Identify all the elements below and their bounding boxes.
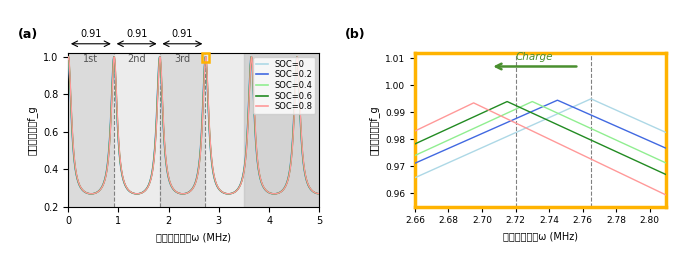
Bar bbox=[160, 53, 205, 207]
Text: 2nd: 2nd bbox=[127, 54, 146, 64]
Text: (a): (a) bbox=[18, 28, 38, 41]
Bar bbox=[202, 53, 209, 62]
X-axis label: 输入波频率，ω (MHz): 输入波频率，ω (MHz) bbox=[503, 231, 578, 241]
Y-axis label: 层间透射率，f_g: 层间透射率，f_g bbox=[369, 105, 379, 155]
Text: 3rd: 3rd bbox=[174, 54, 190, 64]
Bar bbox=[205, 53, 244, 207]
Y-axis label: 层间透射率，f_g: 层间透射率，f_g bbox=[27, 105, 37, 155]
Legend: SOC=0, SOC=0.2, SOC=0.4, SOC=0.6, SOC=0.8: SOC=0, SOC=0.2, SOC=0.4, SOC=0.6, SOC=0.… bbox=[253, 57, 316, 114]
Bar bbox=[114, 53, 160, 207]
Text: (b): (b) bbox=[345, 28, 365, 41]
X-axis label: 输入波频率，ω (MHz): 输入波频率，ω (MHz) bbox=[156, 232, 231, 242]
Text: 0.91: 0.91 bbox=[80, 29, 101, 39]
Text: 1st: 1st bbox=[84, 54, 99, 64]
Text: 0.91: 0.91 bbox=[172, 29, 193, 39]
Bar bbox=[244, 53, 320, 207]
Text: Charge: Charge bbox=[515, 52, 553, 63]
Text: 0.91: 0.91 bbox=[126, 29, 148, 39]
Bar bbox=[68, 53, 114, 207]
